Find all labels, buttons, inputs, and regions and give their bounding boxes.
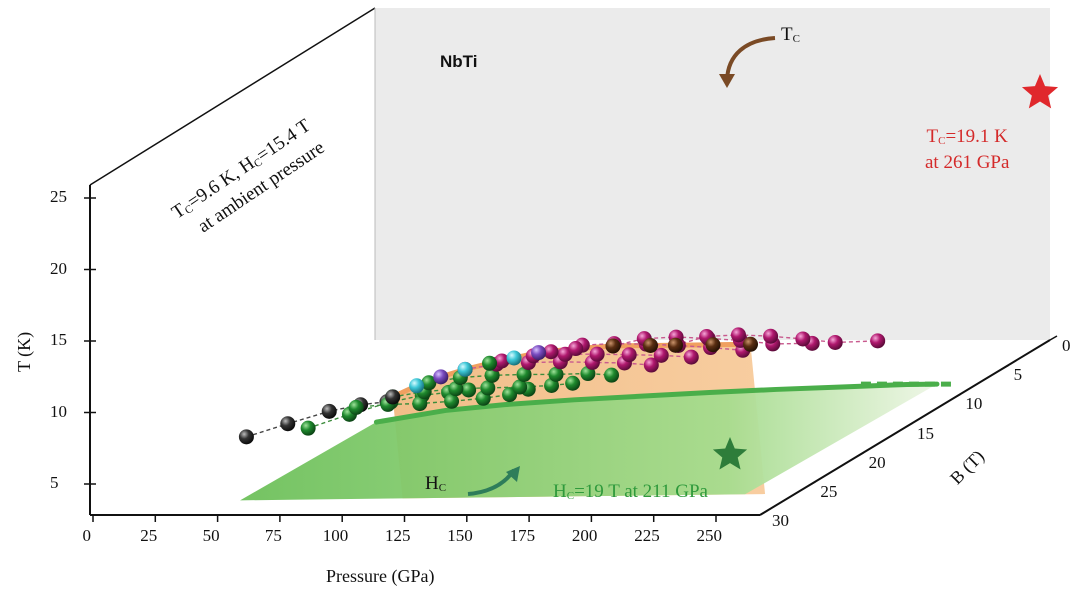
z-tick-mark xyxy=(807,481,816,487)
tc-data-point xyxy=(433,369,449,385)
tc-data-point xyxy=(668,337,683,353)
data-point-green xyxy=(548,366,564,382)
data-point-magenta xyxy=(763,328,779,344)
data-point-green xyxy=(412,396,428,412)
data-point-green xyxy=(512,379,528,395)
tc-arrow xyxy=(725,36,776,81)
tc-data-point xyxy=(605,338,621,354)
z-tick-label: 15 xyxy=(917,423,934,443)
hc-max-star xyxy=(712,437,748,470)
tc-max-annotation: TC=19.1 K at 261 GPa xyxy=(925,126,1010,173)
tc-data-point xyxy=(643,338,658,353)
y-tick-label: 5 xyxy=(50,473,59,492)
data-point-magenta xyxy=(494,353,510,369)
hc-plane xyxy=(240,384,937,501)
z-tick-mark xyxy=(904,422,913,429)
x-tick-label: 100 xyxy=(322,526,349,545)
tc-data-point xyxy=(705,337,721,353)
x-axis-label: Pressure (GPa) xyxy=(326,566,435,586)
x-tick-label: 200 xyxy=(571,526,598,545)
hc-arrow-head xyxy=(506,466,520,482)
data-point-green xyxy=(300,420,316,436)
tc-data-point xyxy=(457,361,473,377)
x-tick-label: 225 xyxy=(634,526,660,545)
y-tick-label: 10 xyxy=(50,401,67,421)
z-tick-label: 20 xyxy=(868,452,886,472)
hc-curve xyxy=(373,381,940,425)
data-point-magenta xyxy=(621,347,637,363)
data-point-green xyxy=(444,393,460,409)
y-tick-label: 15 xyxy=(50,330,67,349)
z-tick-label: 5 xyxy=(1013,365,1023,385)
y-axis-label: T (K) xyxy=(14,331,34,372)
x-tick-label: 25 xyxy=(140,526,158,545)
data-point-green xyxy=(480,380,496,396)
x-tick-label: 75 xyxy=(264,526,282,545)
data-point-green xyxy=(565,375,581,391)
data-point-magenta xyxy=(827,334,843,350)
data-point-green xyxy=(604,367,620,383)
tc-label: TC xyxy=(781,24,800,45)
data-point-black xyxy=(280,416,296,432)
z-tick-mark xyxy=(856,452,865,458)
tc-data-point xyxy=(568,341,584,357)
side-wall xyxy=(90,8,375,515)
z-tick-mark xyxy=(952,393,961,399)
x-tick-label: 175 xyxy=(509,526,536,545)
z-tick-label: 30 xyxy=(772,511,789,530)
data-point-magenta xyxy=(653,347,669,363)
z-tick-label: 0 xyxy=(1062,336,1071,355)
x-tick-label: 125 xyxy=(385,526,411,545)
z-tick-mark xyxy=(1001,364,1010,370)
data-point-black xyxy=(321,403,337,419)
tc-data-point xyxy=(743,336,758,352)
data-point-magenta xyxy=(870,333,886,349)
y-tick-label: 25 xyxy=(50,187,67,206)
data-point-magenta xyxy=(543,344,559,360)
data-point-magenta xyxy=(730,327,746,343)
chart-title: NbTi xyxy=(440,52,478,71)
data-point-black xyxy=(238,429,254,445)
data-point-green xyxy=(421,375,437,391)
data-point-magenta xyxy=(683,349,699,365)
data-point-green xyxy=(516,366,532,382)
tc-data-point xyxy=(531,345,547,361)
z-tick-mark xyxy=(759,510,768,516)
tc-max-star xyxy=(1021,74,1059,109)
hc-label: HC xyxy=(425,473,447,494)
back-wall xyxy=(375,8,1050,340)
top-edge-line xyxy=(89,7,376,186)
data-point-magenta xyxy=(643,357,659,373)
tc-data-point xyxy=(385,389,401,405)
y-tick-label: 20 xyxy=(50,258,67,278)
x-tick-label: 0 xyxy=(82,526,92,545)
tc-data-point xyxy=(482,355,498,371)
x-tick-label: 250 xyxy=(696,526,723,545)
tc-data-point xyxy=(409,378,425,394)
data-point-magenta xyxy=(795,331,811,347)
z-tick-label: 25 xyxy=(820,481,838,501)
data-point-magenta xyxy=(589,346,605,362)
data-point-green xyxy=(348,399,364,415)
x-tick-label: 150 xyxy=(447,526,473,545)
z-tick-label: 10 xyxy=(965,394,983,414)
z-tick-mark xyxy=(1049,335,1058,341)
hc-max-annotation: HC=19 T at 211 GPa xyxy=(553,481,708,502)
tc-data-point xyxy=(506,350,522,366)
tc-arrow-head xyxy=(719,74,735,88)
data-point-green xyxy=(461,382,477,398)
x-tick-label: 50 xyxy=(202,526,220,545)
